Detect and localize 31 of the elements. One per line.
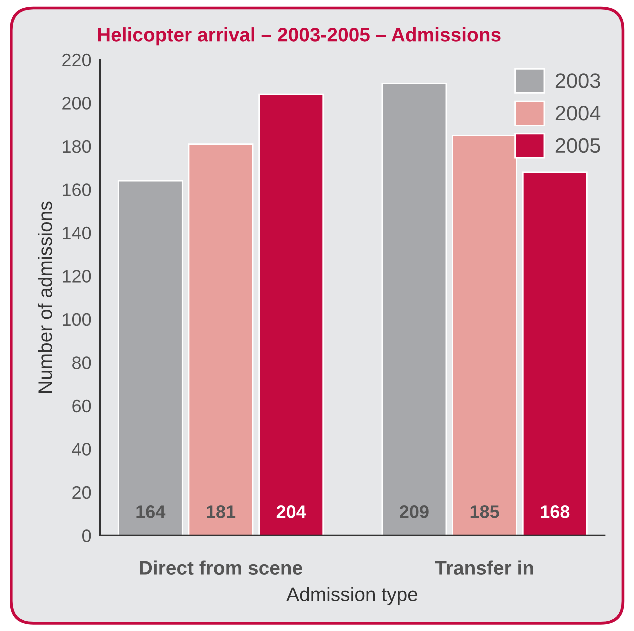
chart-title: Helicopter arrival – 2003-2005 – Admissions: [98, 28, 501, 46]
y-tick-label: 200: [62, 97, 92, 110]
data-label: 185: [470, 506, 500, 518]
data-label: 164: [136, 506, 166, 518]
y-tick-label: 120: [63, 270, 92, 283]
data-label: 168: [541, 506, 570, 518]
x-tick-label: Transfer in: [435, 560, 534, 575]
bar: [118, 180, 184, 536]
data-label: 209: [400, 506, 429, 518]
legend-label: 2005: [556, 138, 600, 154]
bar: [382, 83, 448, 536]
bar: [522, 172, 588, 536]
x-axis-title: Admission type: [286, 587, 418, 606]
data-label: 204: [276, 506, 306, 518]
y-tick-label: 220: [62, 54, 92, 67]
legend-label: 2003: [556, 74, 600, 88]
y-tick-label: 160: [63, 184, 92, 196]
y-tick-label: 60: [72, 400, 92, 413]
y-tick-label: 0: [82, 530, 92, 542]
legend-label: 2004: [556, 106, 601, 121]
y-tick-label: 140: [63, 226, 92, 240]
x-tick-label: Direct from scene: [140, 560, 302, 575]
bar: [188, 144, 254, 536]
y-tick-label: 40: [72, 443, 92, 456]
y-axis-title: Number of admissions: [38, 202, 52, 393]
data-label: 181: [207, 506, 236, 518]
bar: [258, 94, 324, 536]
y-tick-label: 180: [63, 140, 92, 154]
y-tick-label: 80: [72, 356, 92, 370]
y-tick-label: 100: [63, 313, 92, 326]
y-tick-label: 20: [72, 486, 92, 500]
